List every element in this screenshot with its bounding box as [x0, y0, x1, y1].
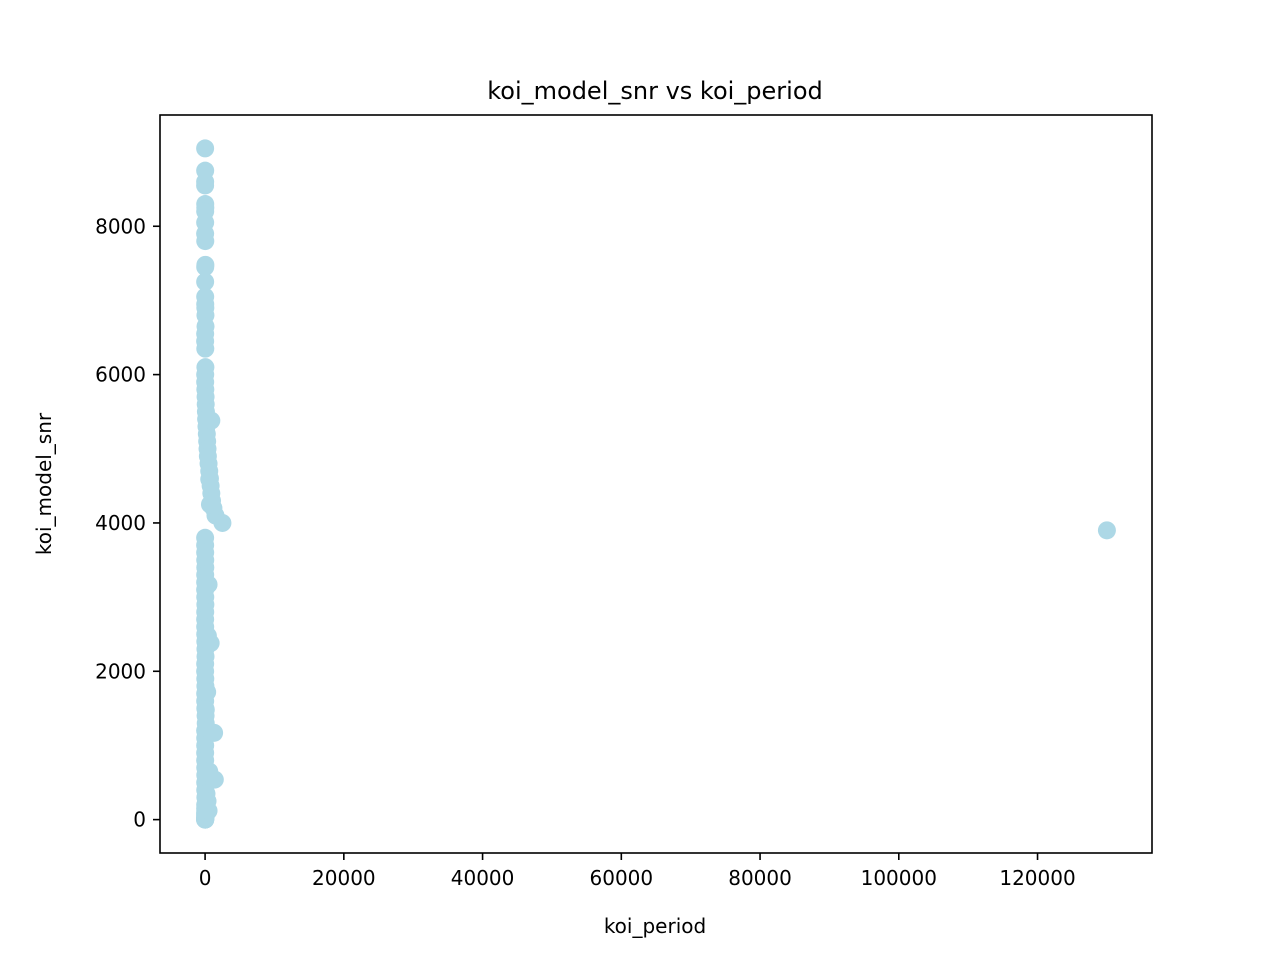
data-point	[199, 801, 218, 820]
y-tick-label: 8000	[95, 214, 146, 238]
x-axis-ticks: 0 20000 40000 60000 80000 100000 120000	[199, 853, 1076, 890]
x-tick-label: 40000	[451, 866, 515, 890]
data-point	[200, 762, 219, 781]
y-tick-label: 6000	[95, 363, 146, 387]
data-point	[196, 700, 215, 719]
data-point	[200, 495, 219, 514]
plot-frame	[159, 114, 1153, 854]
data-point	[1097, 521, 1116, 540]
data-point	[213, 513, 232, 532]
y-tick-label: 2000	[95, 659, 146, 683]
data-point	[196, 339, 215, 358]
x-tick-label: 100000	[861, 866, 937, 890]
x-tick-label: 0	[199, 866, 212, 890]
data-point	[196, 258, 215, 277]
data-point	[202, 411, 221, 430]
data-point	[196, 272, 215, 291]
y-tick-label: 4000	[95, 511, 146, 535]
points-layer	[196, 139, 1116, 829]
data-point	[201, 634, 220, 653]
data-point	[200, 470, 219, 489]
x-tick-label: 60000	[590, 866, 654, 890]
data-point	[199, 575, 218, 594]
x-axis-label: koi_period	[604, 914, 706, 938]
data-point	[196, 139, 215, 158]
chart-title: koi_model_snr vs koi_period	[487, 77, 823, 105]
data-point	[198, 683, 217, 702]
data-point	[196, 232, 215, 251]
y-axis-ticks: 0 2000 4000 6000 8000	[95, 214, 160, 832]
x-tick-label: 120000	[999, 866, 1075, 890]
y-axis-label: koi_model_snr	[32, 412, 56, 555]
y-tick-label: 0	[133, 808, 146, 832]
x-tick-label: 20000	[312, 866, 376, 890]
data-point	[196, 176, 215, 195]
data-point	[205, 723, 224, 742]
x-tick-label: 80000	[728, 866, 792, 890]
